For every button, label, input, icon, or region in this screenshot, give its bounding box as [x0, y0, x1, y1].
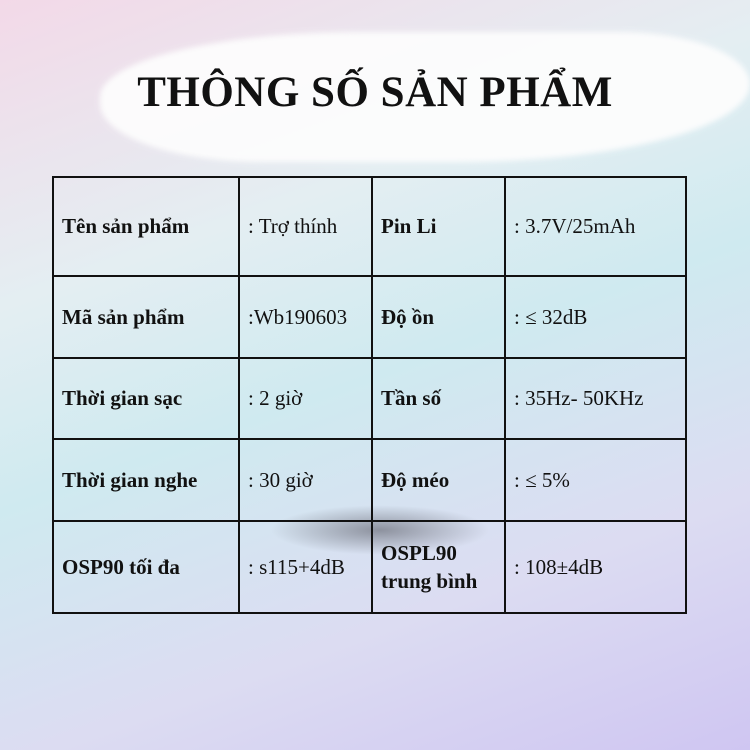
table-row: Thời gian sạc: 2 giờ Tần số: 35Hz- 50KHz — [52, 357, 687, 440]
table-row: Tên sản phẩm: Trợ thính Pin Li: 3.7V/25mA… — [52, 176, 687, 277]
spec-table: Tên sản phẩm: Trợ thính Pin Li: 3.7V/25mA… — [52, 176, 687, 614]
spec-label: Độ ồn — [371, 275, 506, 359]
spec-value: : 3.7V/25mAh — [504, 176, 687, 277]
table-row: OSP90 tối đa: s115+4dB OSPL90 trung bình:… — [52, 520, 687, 614]
spec-value: : 30 giờ — [238, 438, 373, 522]
spec-label: Tên sản phẩm — [52, 176, 240, 277]
spec-label: Pin Li — [371, 176, 506, 277]
spec-value: :Wb190603 — [238, 275, 373, 359]
spec-value: : 2 giờ — [238, 357, 373, 440]
spec-value: : 108±4dB — [504, 520, 687, 614]
spec-label: Thời gian nghe — [52, 438, 240, 522]
brush-stroke-background — [100, 32, 750, 162]
spec-label: Tần số — [371, 357, 506, 440]
spec-label: Mã sản phẩm — [52, 275, 240, 359]
spec-label: Độ méo — [371, 438, 506, 522]
spec-label: OSP90 tối đa — [52, 520, 240, 614]
spec-value: : ≤ 5% — [504, 438, 687, 522]
spec-value: : ≤ 32dB — [504, 275, 687, 359]
spec-value: : 35Hz- 50KHz — [504, 357, 687, 440]
spec-label: OSPL90 trung bình — [371, 520, 506, 614]
spec-value: : Trợ thính — [238, 176, 373, 277]
table-row: Mã sản phẩm:Wb190603 Độ ồn: ≤ 32dB — [52, 275, 687, 359]
spec-value: : s115+4dB — [238, 520, 373, 614]
table-row: Thời gian nghe: 30 giờ Độ méo: ≤ 5% — [52, 438, 687, 522]
spec-label: Thời gian sạc — [52, 357, 240, 440]
page-title: THÔNG SỐ SẢN PHẨM — [137, 69, 613, 116]
